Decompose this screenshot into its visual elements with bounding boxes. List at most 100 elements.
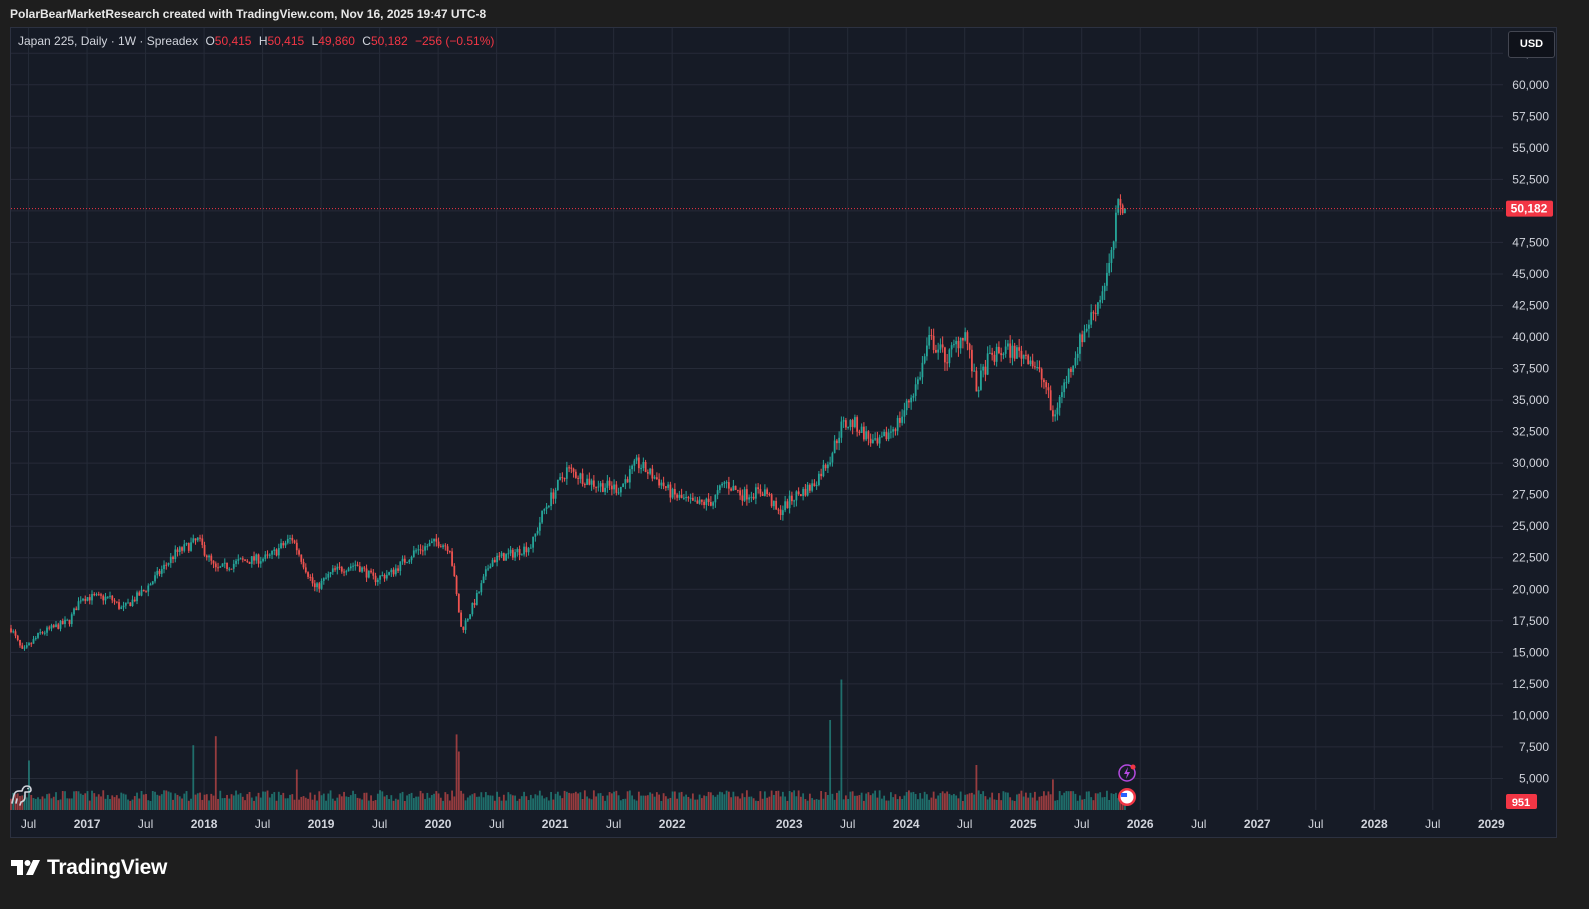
volume-bar (394, 798, 397, 810)
candle-body (73, 608, 75, 615)
candle-body (32, 639, 35, 644)
volume-bar (1110, 793, 1113, 810)
x-tick-label: Jul (1074, 817, 1089, 831)
x-tick-label: 2017 (74, 817, 101, 831)
volume-bar (142, 794, 145, 810)
volume-bar (865, 793, 868, 810)
volume-bar (898, 796, 901, 810)
candle-body (696, 500, 699, 504)
candle-body (122, 605, 125, 608)
volume-bar (505, 800, 507, 810)
candle-body (626, 479, 629, 483)
candle-body (304, 567, 307, 573)
y-tick-label: 15,000 (1512, 645, 1549, 659)
candle-body (259, 561, 262, 564)
candle-body (507, 553, 510, 555)
candle-body (574, 471, 577, 478)
candle-body (635, 457, 638, 461)
candle-body (646, 472, 649, 474)
volume-bar (820, 790, 823, 810)
volume-bar (424, 799, 426, 810)
candle-body (687, 497, 690, 499)
candle-body (394, 568, 397, 575)
chart-pane[interactable] (10, 27, 1557, 838)
volume-bar (995, 799, 998, 810)
volume-bar (280, 794, 282, 810)
volume-bar (169, 792, 172, 810)
candle-body (739, 490, 742, 496)
volume-bar (248, 791, 251, 810)
volume-bar (25, 797, 28, 810)
volume-bar (779, 796, 782, 810)
candle-body (338, 566, 341, 568)
volume-bar (55, 792, 57, 810)
volume-bar (667, 798, 670, 810)
volume-bar (507, 792, 510, 810)
volume-bar (509, 794, 512, 810)
candle-body (572, 468, 575, 472)
volume-bar (887, 800, 890, 810)
volume-bar (250, 797, 253, 810)
volume-bar (811, 798, 814, 810)
volume-bar (986, 799, 989, 810)
candle-body (167, 562, 170, 565)
volume-bar (745, 790, 748, 810)
candle-body (1088, 324, 1090, 329)
y-tick-label: 32,500 (1512, 425, 1549, 439)
volume-bar (649, 792, 652, 810)
volume-bar (237, 794, 240, 810)
volume-bar (844, 795, 847, 810)
candle-body (196, 537, 199, 541)
volume-bar (802, 793, 805, 810)
volume-bar (547, 800, 550, 810)
volume-bar (939, 793, 942, 810)
candle-body (505, 554, 507, 561)
volume-bar (340, 796, 343, 810)
candle-body (46, 627, 48, 633)
open-label: O (205, 34, 215, 48)
volume-bar (379, 790, 381, 810)
volume-bar (550, 791, 552, 810)
volume-bar (259, 797, 262, 810)
candle-body (808, 484, 811, 491)
tradingview-logo[interactable]: TradingView (11, 856, 167, 880)
currency-button[interactable]: USD (1508, 31, 1555, 58)
volume-bar (1076, 800, 1079, 810)
volume-bar (1063, 792, 1066, 810)
candle-body (723, 482, 726, 484)
volume-bar (475, 796, 478, 810)
volume-bar (574, 791, 577, 810)
candle-body (1085, 328, 1088, 332)
candle-body (212, 560, 215, 564)
volume-bar (793, 790, 796, 810)
candle-body (565, 467, 568, 479)
symbol-name[interactable]: Japan 225, Daily · 1W · Spreadex (18, 34, 199, 48)
candle-body (358, 566, 361, 572)
candle-body (599, 483, 602, 487)
volume-bar (595, 796, 597, 810)
volume-bar (451, 790, 453, 810)
volume-bar (770, 790, 773, 810)
candle-body (365, 568, 368, 578)
volume-bar (700, 798, 703, 810)
candle-body (381, 575, 384, 577)
candle-body (779, 509, 782, 516)
candle-body (953, 344, 955, 346)
candle-body (178, 547, 181, 552)
candle-body (912, 395, 915, 398)
candle-body (844, 420, 847, 428)
dinosaur-icon[interactable] (8, 781, 34, 812)
volume-bar (412, 798, 415, 810)
symbol-legend[interactable]: Japan 225, Daily · 1W · Spreadex O50,415… (18, 34, 494, 48)
candle-body (30, 643, 33, 645)
event-dot-icon (1130, 764, 1136, 770)
volume-bar (518, 798, 521, 810)
candle-body (1097, 302, 1099, 315)
candle-body (622, 483, 625, 487)
candle-body (554, 490, 557, 499)
volume-bar (156, 794, 159, 810)
candle-body (273, 549, 276, 551)
candle-body (1081, 334, 1084, 343)
candle-body (484, 569, 487, 577)
